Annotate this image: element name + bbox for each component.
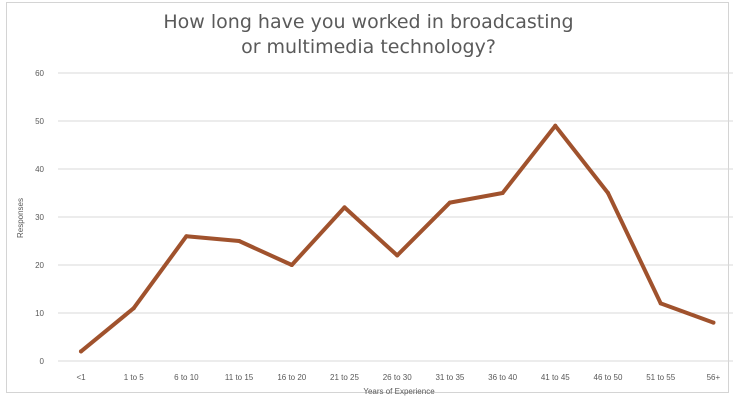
x-tick-label: 6 to 10 [174, 373, 199, 382]
chart-title-line-1: How long have you worked in broadcasting [163, 11, 574, 33]
data-point [131, 306, 136, 311]
data-point [553, 123, 558, 128]
y-tick-label: 60 [35, 69, 44, 78]
data-point [447, 200, 452, 205]
data-point [606, 191, 610, 195]
y-tick-label: 50 [35, 117, 44, 126]
x-tick-label: 36 to 40 [488, 373, 517, 382]
y-tick-label: 30 [35, 213, 44, 222]
x-tick-label: 41 to 45 [541, 373, 570, 382]
data-point [289, 263, 294, 267]
x-tick-label: 56+ [707, 373, 721, 382]
y-tick-label: 40 [35, 165, 44, 174]
data-point [658, 301, 663, 306]
x-tick-label: 26 to 30 [383, 373, 412, 382]
y-tick-label: 0 [40, 357, 45, 366]
x-tick-label: 11 to 15 [225, 373, 254, 382]
x-axis-ticks: <1 1 to 5 6 to 10 11 to 15 16 to 20 21 to 25 2… [76, 373, 720, 382]
x-tick-label: 16 to 20 [277, 373, 306, 382]
data-point [711, 320, 716, 325]
data-point [184, 234, 189, 239]
x-tick-label: 1 to 5 [124, 373, 145, 382]
series-line-0 [79, 123, 716, 354]
x-tick-label: 46 to 50 [594, 373, 623, 382]
y-axis-ticks: 0 10 20 30 40 50 60 [35, 69, 44, 366]
chart-title-line-2: or multimedia technology? [241, 36, 496, 58]
data-point [500, 191, 505, 195]
data-point [237, 239, 242, 243]
gridlines [58, 72, 733, 362]
data-point [342, 205, 347, 210]
y-axis-title: Responses [16, 198, 25, 238]
x-tick-label: 51 to 55 [646, 373, 675, 382]
x-tick-label: <1 [76, 373, 86, 382]
data-point [395, 253, 400, 258]
x-axis-title: Years of Experience [363, 387, 435, 396]
data-point [79, 349, 83, 354]
x-tick-label: 21 to 25 [330, 373, 359, 382]
y-tick-label: 10 [35, 309, 44, 318]
series-layer [79, 123, 716, 354]
y-tick-label: 20 [35, 261, 44, 270]
x-tick-label: 31 to 35 [435, 373, 464, 382]
